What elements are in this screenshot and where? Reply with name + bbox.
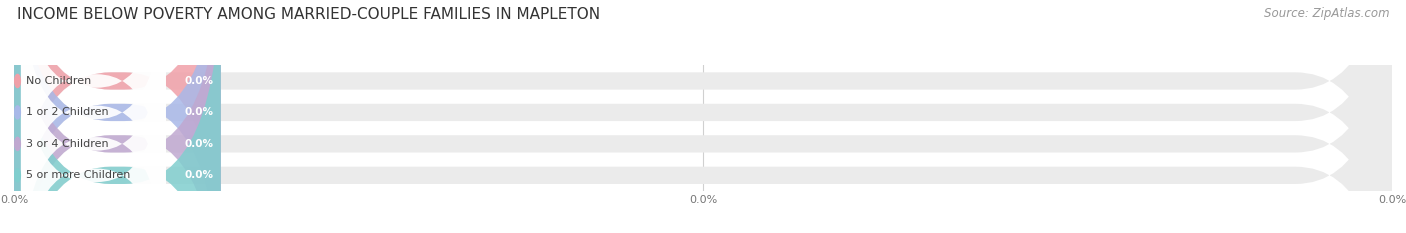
Circle shape bbox=[14, 169, 20, 182]
Text: 0.0%: 0.0% bbox=[184, 76, 214, 86]
Text: 0.0%: 0.0% bbox=[184, 139, 214, 149]
Text: INCOME BELOW POVERTY AMONG MARRIED-COUPLE FAMILIES IN MAPLETON: INCOME BELOW POVERTY AMONG MARRIED-COUPL… bbox=[17, 7, 600, 22]
FancyBboxPatch shape bbox=[21, 0, 166, 233]
FancyBboxPatch shape bbox=[14, 0, 1392, 233]
FancyBboxPatch shape bbox=[14, 0, 221, 233]
Circle shape bbox=[14, 137, 20, 151]
FancyBboxPatch shape bbox=[21, 0, 166, 233]
FancyBboxPatch shape bbox=[21, 25, 166, 233]
Text: 3 or 4 Children: 3 or 4 Children bbox=[27, 139, 110, 149]
Text: 1 or 2 Children: 1 or 2 Children bbox=[27, 107, 110, 117]
FancyBboxPatch shape bbox=[21, 0, 166, 231]
FancyBboxPatch shape bbox=[14, 0, 221, 233]
Circle shape bbox=[14, 106, 20, 119]
FancyBboxPatch shape bbox=[14, 0, 221, 233]
FancyBboxPatch shape bbox=[14, 0, 221, 233]
FancyBboxPatch shape bbox=[14, 0, 1392, 233]
Circle shape bbox=[14, 74, 20, 88]
Text: Source: ZipAtlas.com: Source: ZipAtlas.com bbox=[1264, 7, 1389, 20]
Text: 0.0%: 0.0% bbox=[184, 107, 214, 117]
Text: 5 or more Children: 5 or more Children bbox=[27, 170, 131, 180]
Text: No Children: No Children bbox=[27, 76, 91, 86]
FancyBboxPatch shape bbox=[14, 0, 1392, 233]
Text: 0.0%: 0.0% bbox=[184, 170, 214, 180]
FancyBboxPatch shape bbox=[14, 0, 1392, 233]
